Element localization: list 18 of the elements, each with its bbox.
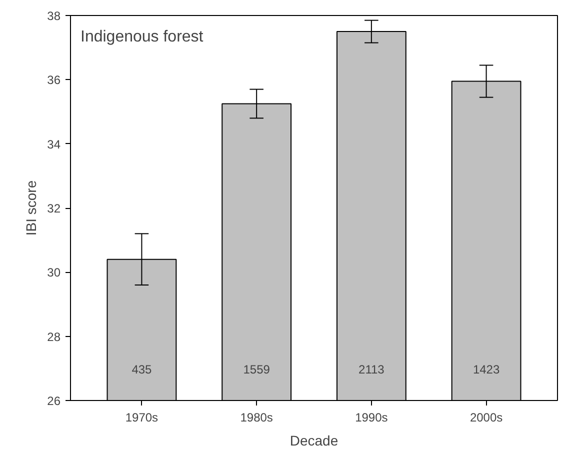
y-tick-label: 34: [47, 137, 61, 152]
x-tick-label: 2000s: [470, 410, 503, 424]
annotation: 2113: [358, 362, 385, 376]
x-tick-label: 1970s: [125, 410, 158, 424]
y-tick-label: 26: [47, 394, 61, 408]
y-axis-title: IBI score: [23, 180, 40, 236]
y-tick-label: 28: [47, 330, 61, 344]
x-tick-label: 1990s: [355, 410, 388, 424]
x-tick-label: 1980s: [240, 410, 273, 424]
x-axis-title: Decade: [290, 432, 338, 448]
annotation: 435: [132, 362, 152, 376]
y-tick-label: 36: [47, 73, 61, 88]
y-tick-label: 30: [47, 266, 61, 280]
text: Indigenous forest: [80, 28, 204, 46]
annotation: 1423: [472, 362, 500, 376]
annotation: 1559: [243, 362, 270, 376]
y-tick-label: 38: [47, 9, 61, 23]
y-tick-label: 32: [47, 202, 61, 216]
